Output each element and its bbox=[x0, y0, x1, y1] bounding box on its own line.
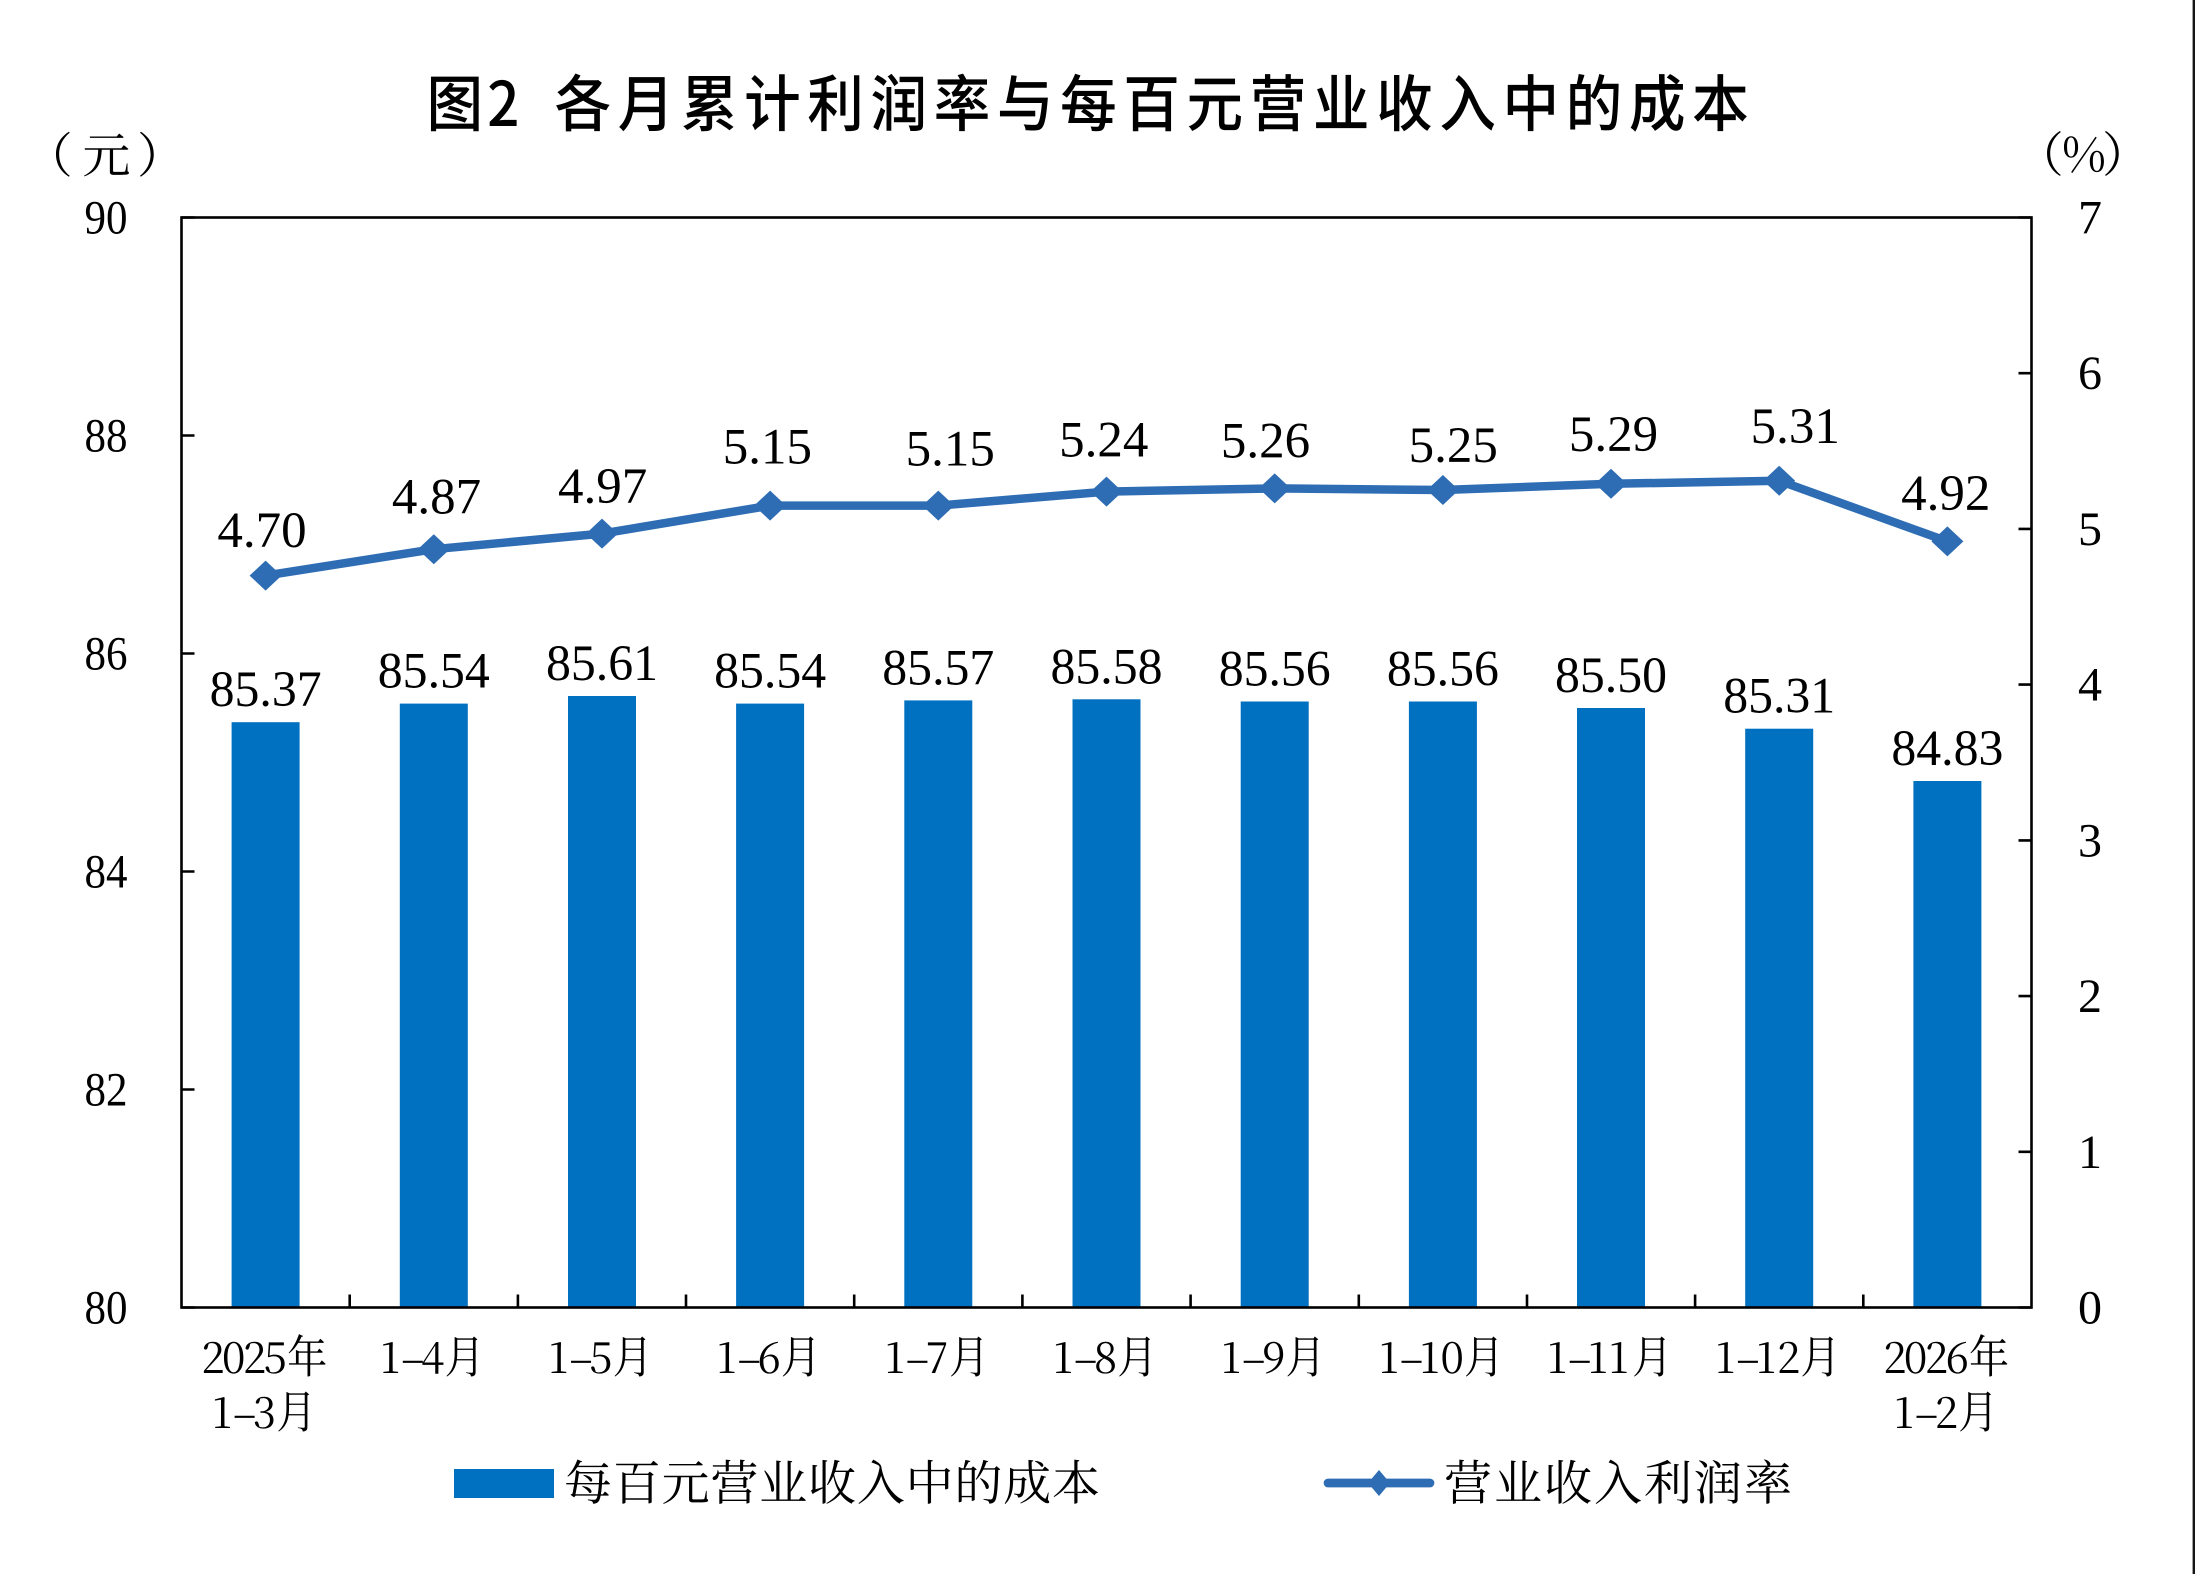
svg-text:5.15: 5.15 bbox=[723, 420, 812, 476]
svg-text:84.83: 84.83 bbox=[1891, 721, 2003, 777]
svg-text:4.97: 4.97 bbox=[558, 459, 647, 515]
svg-text:1: 1 bbox=[2078, 1126, 2102, 1179]
svg-text:5.31: 5.31 bbox=[1751, 399, 1840, 455]
svg-text:4.70: 4.70 bbox=[217, 503, 306, 559]
svg-text:7: 7 bbox=[2078, 192, 2102, 245]
svg-text:90: 90 bbox=[85, 192, 128, 245]
svg-text:85.56: 85.56 bbox=[1387, 642, 1499, 698]
svg-text:85.54: 85.54 bbox=[378, 644, 490, 700]
svg-text:85.54: 85.54 bbox=[714, 644, 826, 700]
svg-text:3: 3 bbox=[2078, 814, 2102, 867]
svg-text:5.24: 5.24 bbox=[1059, 413, 1148, 469]
svg-text:5.25: 5.25 bbox=[1409, 418, 1498, 474]
svg-text:85.31: 85.31 bbox=[1723, 669, 1835, 725]
svg-text:2: 2 bbox=[2078, 970, 2102, 1023]
svg-text:5.15: 5.15 bbox=[906, 421, 995, 477]
svg-text:82: 82 bbox=[85, 1064, 128, 1117]
svg-text:85.37: 85.37 bbox=[210, 662, 322, 718]
svg-text:4: 4 bbox=[2078, 659, 2102, 712]
svg-text:4.87: 4.87 bbox=[392, 469, 481, 525]
svg-text:85.57: 85.57 bbox=[882, 640, 994, 696]
svg-text:5.26: 5.26 bbox=[1221, 414, 1310, 470]
svg-text:84: 84 bbox=[85, 846, 128, 899]
svg-text:85.50: 85.50 bbox=[1555, 648, 1667, 704]
svg-text:86: 86 bbox=[85, 628, 128, 681]
svg-text:85.56: 85.56 bbox=[1219, 642, 1331, 698]
svg-text:4.92: 4.92 bbox=[1901, 466, 1990, 522]
svg-text:88: 88 bbox=[85, 410, 128, 463]
svg-text:85.58: 85.58 bbox=[1051, 639, 1163, 695]
svg-text:0: 0 bbox=[2078, 1282, 2102, 1335]
svg-text:80: 80 bbox=[85, 1282, 128, 1335]
svg-text:5.29: 5.29 bbox=[1569, 407, 1658, 463]
svg-text:85.61: 85.61 bbox=[546, 636, 658, 692]
svg-text:6: 6 bbox=[2078, 347, 2102, 400]
svg-text:5: 5 bbox=[2078, 503, 2102, 556]
